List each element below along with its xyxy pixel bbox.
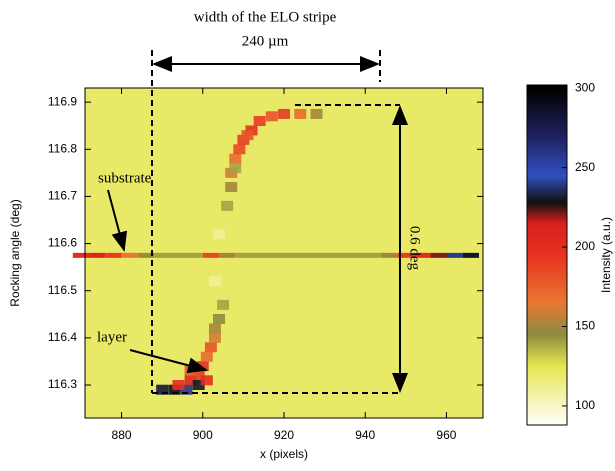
y-tick-label: 116.4 [48, 330, 77, 344]
heatmap-cell [122, 253, 138, 258]
annotation: width of the ELO stripe [194, 9, 337, 25]
heatmap-cell [268, 253, 284, 258]
heatmap-cell [73, 253, 89, 258]
x-tick-label: 960 [436, 428, 456, 442]
heatmap-cell [219, 253, 235, 258]
annotation: layer [97, 329, 127, 345]
heatmap-cell [209, 276, 221, 286]
colorbar-tick-label: 200 [575, 239, 595, 253]
heatmap-cell [278, 109, 290, 119]
heatmap-cell [446, 253, 462, 258]
colorbar-label: Intensity (a.u.) [599, 217, 613, 293]
heatmap-cell [217, 300, 229, 310]
annotation: 0.6 deg [407, 226, 423, 271]
heatmap-cell [201, 375, 213, 385]
colorbar-tick-label: 150 [575, 319, 595, 333]
heatmap-cell [225, 182, 237, 192]
x-axis-label: x (pixels) [260, 447, 308, 461]
colorbar-tick-label: 100 [575, 398, 595, 412]
y-tick-label: 116.6 [48, 236, 77, 250]
heatmap-cell [229, 154, 241, 164]
heatmap-cell [221, 201, 233, 211]
heatmap-cell [89, 253, 105, 258]
heatmap-cell [381, 253, 397, 258]
heatmap-cell [252, 253, 268, 258]
x-tick-label: 880 [112, 428, 132, 442]
heatmap-cell [170, 253, 186, 258]
heatmap-cell [241, 130, 253, 140]
heatmap-cell [213, 229, 225, 239]
y-tick-label: 116.7 [48, 189, 77, 203]
heatmap-cell [316, 253, 332, 258]
heatmap-cell [284, 253, 300, 258]
heatmap-cell [463, 253, 479, 258]
heatmap-cell [430, 253, 446, 258]
heatmap-cell [105, 253, 121, 258]
annotation: substrate [98, 170, 152, 186]
heatmap-cell [187, 253, 203, 258]
heatmap-cell [209, 333, 221, 343]
heatmap-cell [333, 253, 349, 258]
heatmap-cell [172, 380, 184, 390]
heatmap-cell [201, 352, 213, 362]
colorbar-tick-label: 250 [575, 160, 595, 174]
heatmap-cell [209, 323, 221, 333]
heatmap-cell [154, 253, 170, 258]
heatmap-cell [213, 314, 225, 324]
heatmap-cell [266, 111, 278, 121]
x-tick-label: 940 [355, 428, 375, 442]
y-tick-label: 116.9 [48, 94, 77, 108]
heatmap-cell [203, 253, 219, 258]
y-tick-label: 116.5 [48, 283, 77, 297]
heatmap-cell [205, 342, 217, 352]
heatmap-cell [229, 163, 241, 173]
colorbar [527, 85, 567, 425]
heatmap-cell [310, 109, 322, 119]
y-tick-label: 116.8 [48, 141, 77, 155]
heatmap-cell [235, 253, 251, 258]
colorbar-tick-label: 300 [575, 80, 595, 94]
annotation: 240 µm [242, 33, 289, 49]
x-tick-label: 900 [193, 428, 213, 442]
heatmap-cell [349, 253, 365, 258]
heatmap-cell [300, 253, 316, 258]
y-axis-label: Rocking angle (deg) [8, 199, 22, 306]
heatmap-cell [294, 109, 306, 119]
heatmap-cell [254, 116, 266, 126]
x-tick-label: 920 [274, 428, 294, 442]
heatmap-cell [365, 253, 381, 258]
heatmap-cell [233, 144, 245, 154]
y-tick-label: 116.3 [48, 377, 77, 391]
